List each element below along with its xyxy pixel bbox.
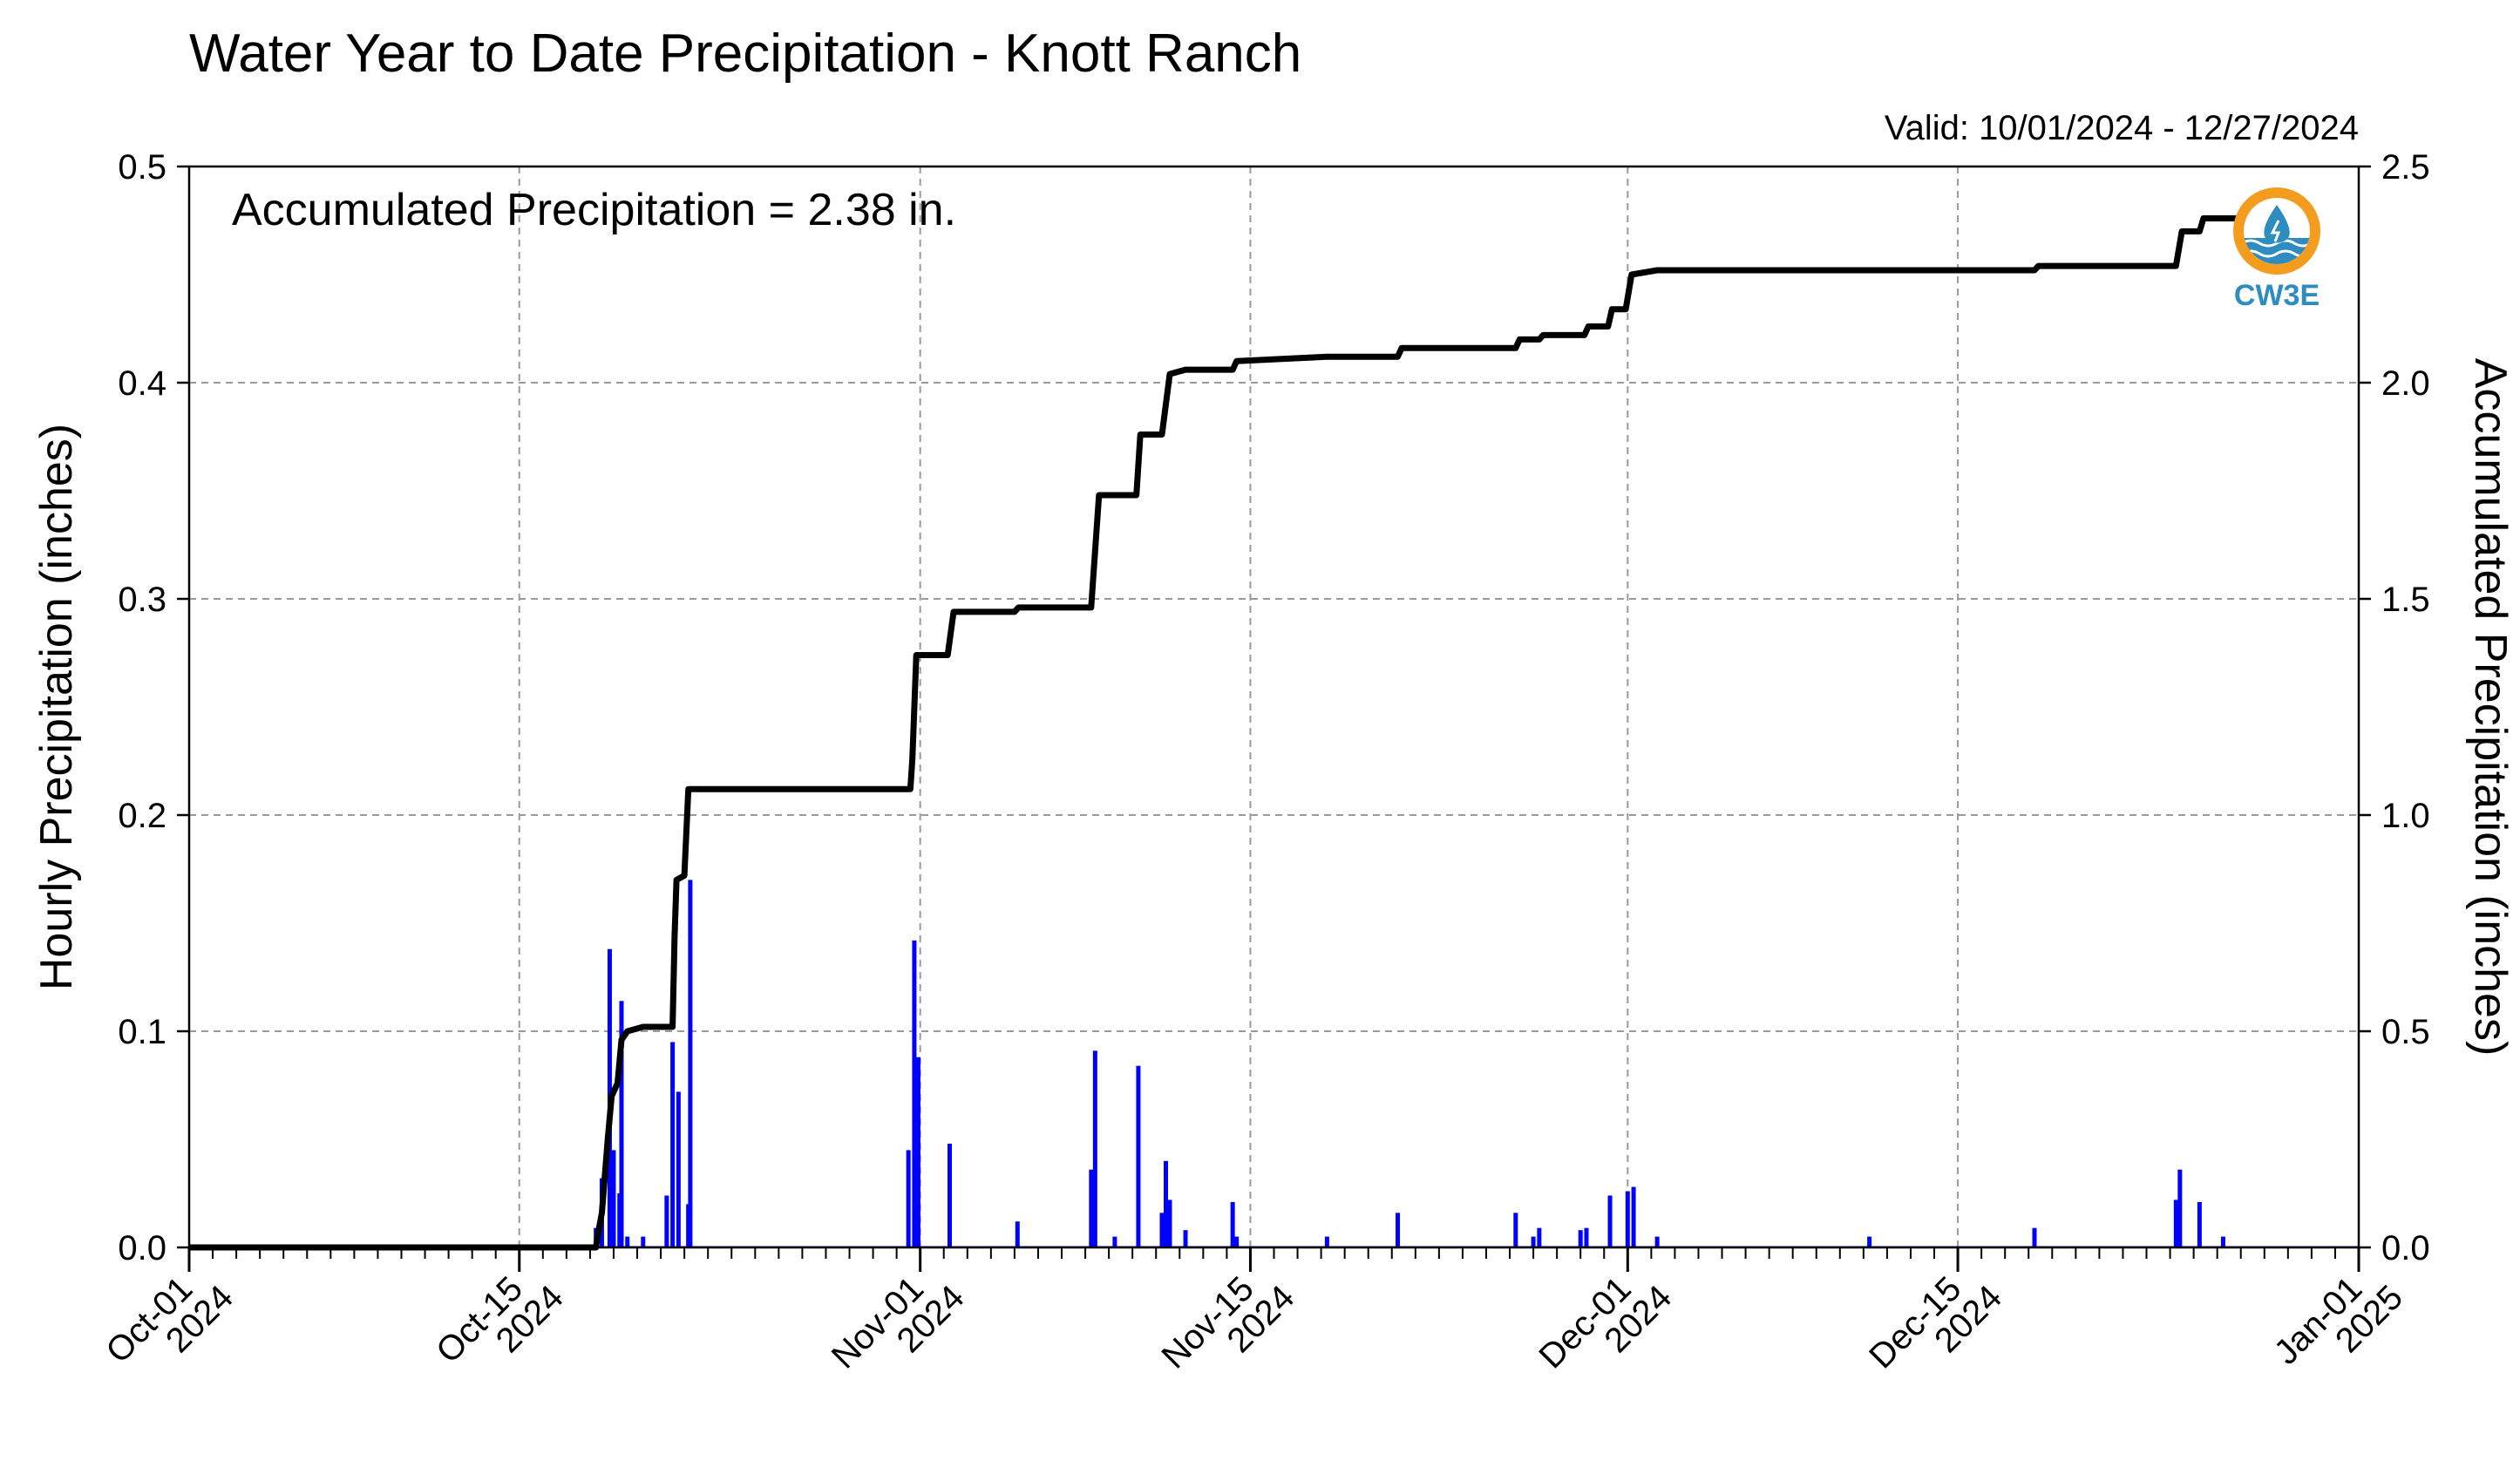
precip-bar	[1584, 1227, 1589, 1247]
left-tick-label: 0.0	[118, 1229, 166, 1267]
right-axis: 0.0 0.5 1.0 1.5 2.0 2.5	[2359, 148, 2430, 1267]
precip-bar	[1513, 1213, 1518, 1247]
precip-bar	[664, 1195, 669, 1247]
precip-bar	[1578, 1230, 1583, 1247]
precip-bar	[1159, 1213, 1165, 1247]
precip-bar	[915, 1057, 920, 1247]
precip-bar	[1230, 1201, 1235, 1247]
precip-bar	[1607, 1195, 1613, 1247]
hourly-precip-bars	[189, 880, 2359, 1247]
precip-bar	[670, 1042, 676, 1247]
precip-bar	[688, 880, 693, 1247]
left-tick-label: 0.1	[118, 1013, 166, 1051]
right-tick-label: 2.5	[2381, 148, 2430, 187]
accumulated-line	[189, 215, 2241, 1251]
precip-bar	[1183, 1230, 1188, 1247]
precip-bar	[948, 1143, 953, 1247]
precip-bar	[1654, 1236, 1660, 1247]
precip-bar	[2197, 1201, 2202, 1247]
chart-subtitle: Valid: 10/01/2024 - 12/27/2024	[1885, 109, 2359, 147]
precip-bar	[912, 940, 917, 1247]
precip-bar	[1136, 1065, 1141, 1247]
precip-bar	[2177, 1169, 2183, 1247]
precip-bar	[1531, 1236, 1536, 1247]
cw3e-water-drop-logo-icon	[2233, 187, 2320, 275]
accumulated-precip-line	[189, 215, 2241, 1251]
precip-bar	[611, 1150, 616, 1247]
left-tick-label: 0.4	[118, 364, 166, 403]
right-tick-label: 1.0	[2381, 797, 2430, 835]
precip-bar	[2032, 1227, 2037, 1247]
right-tick-label: 0.0	[2381, 1229, 2430, 1267]
precip-bar	[1167, 1199, 1172, 1247]
left-tick-label: 0.2	[118, 797, 166, 835]
right-tick-label: 0.5	[2381, 1013, 2430, 1051]
left-tick-label: 0.3	[118, 581, 166, 619]
chart-title: Water Year to Date Precipitation - Knott…	[189, 24, 1301, 84]
cw3e-logo: CW3E	[2233, 187, 2320, 312]
precip-bar	[1631, 1186, 1636, 1247]
grid-lines	[189, 166, 2359, 1247]
precip-bar	[1537, 1227, 1542, 1247]
precip-bar	[1015, 1221, 1020, 1247]
precip-bar	[1234, 1236, 1240, 1247]
precip-bar	[619, 1001, 624, 1247]
precip-bar	[641, 1236, 646, 1247]
precip-bar	[1867, 1236, 1872, 1247]
y-axis-label-right: Accumulated Precipitation (inches)	[2465, 358, 2516, 1057]
precip-bar	[1092, 1050, 1097, 1247]
precip-bar	[625, 1236, 630, 1247]
precip-bar	[676, 1091, 681, 1247]
right-tick-label: 1.5	[2381, 581, 2430, 619]
left-axis: 0.0 0.1 0.2 0.3 0.4 0.5	[118, 148, 189, 1267]
precip-bar	[1625, 1191, 1630, 1247]
right-tick-label: 2.0	[2381, 364, 2430, 403]
precip-bar	[1324, 1236, 1329, 1247]
precip-bar	[1089, 1169, 1094, 1247]
precip-bar	[2220, 1236, 2225, 1247]
plot-frame	[187, 165, 2360, 1249]
accumulated-annotation: Accumulated Precipitation = 2.38 in.	[232, 185, 956, 235]
precip-bar	[2173, 1199, 2178, 1247]
logo-text: CW3E	[2234, 279, 2320, 312]
precip-bar	[1396, 1213, 1401, 1247]
left-tick-label: 0.5	[118, 148, 166, 187]
precip-bar	[1112, 1236, 1117, 1247]
y-axis-label-left: Hourly Precipitation (inches)	[31, 424, 82, 990]
precip-bar	[906, 1150, 911, 1247]
precip-bar	[1164, 1160, 1169, 1247]
